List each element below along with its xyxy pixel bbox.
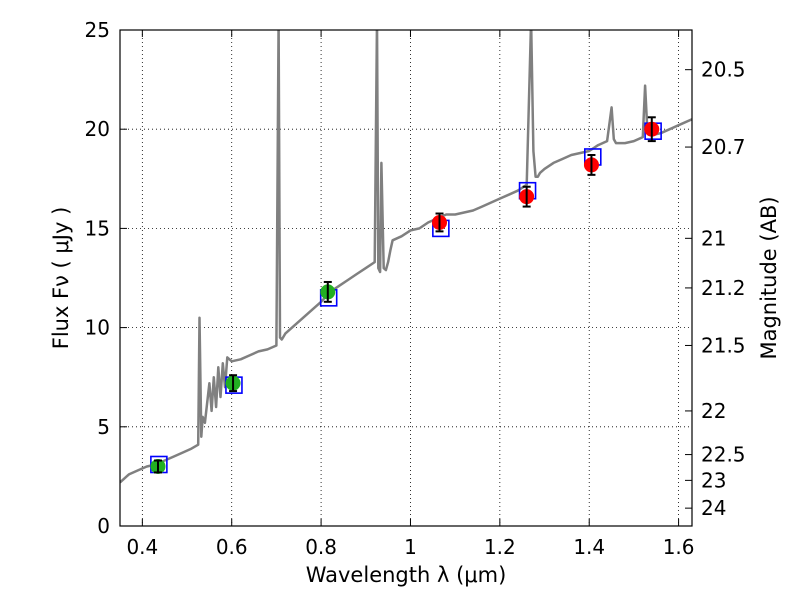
y-tick-label: 5 [97,415,110,439]
grid-layer [120,30,692,526]
x-tick-label: 1.6 [663,535,695,559]
y-tick-label: 15 [85,216,110,240]
x-axis-label: Wavelength λ (μm) [306,563,507,587]
y-tick-label: 10 [85,316,110,340]
right-tick-label: 22.5 [701,443,746,467]
y-axis-label: Flux Fν ( μJy ) [49,207,73,350]
x-tick-label: 0.4 [126,535,158,559]
tick-layer: 0.4 0.6 0.8 1 1.2 1.4 1.6 0 5 10 15 20 25 20.5 20.7 21 2… [85,18,746,559]
right-tick-label: 23 [701,468,726,492]
x-tick-label: 1.4 [573,535,605,559]
plot-frame [119,29,693,527]
right-tick-label: 21.2 [701,276,746,300]
y-tick-label: 25 [85,18,110,42]
x-tick-label: 0.8 [305,535,337,559]
y-tick-label: 0 [97,514,110,538]
right-tick-label: 21 [701,226,726,250]
data-layer [120,30,692,484]
y-tick-label: 20 [85,117,110,141]
x-tick-label: 1 [404,535,417,559]
right-tick-label: 22 [701,399,726,423]
right-axis-label: Magnitude (AB) [757,196,781,359]
right-tick-label: 20.7 [701,135,746,159]
right-tick-label: 24 [701,496,726,520]
right-tick-label: 20.5 [701,58,746,82]
x-tick-label: 1.2 [484,535,516,559]
x-tick-label: 0.6 [216,535,248,559]
right-tick-label: 21.5 [701,333,746,357]
model-spectrum-line [120,30,692,484]
